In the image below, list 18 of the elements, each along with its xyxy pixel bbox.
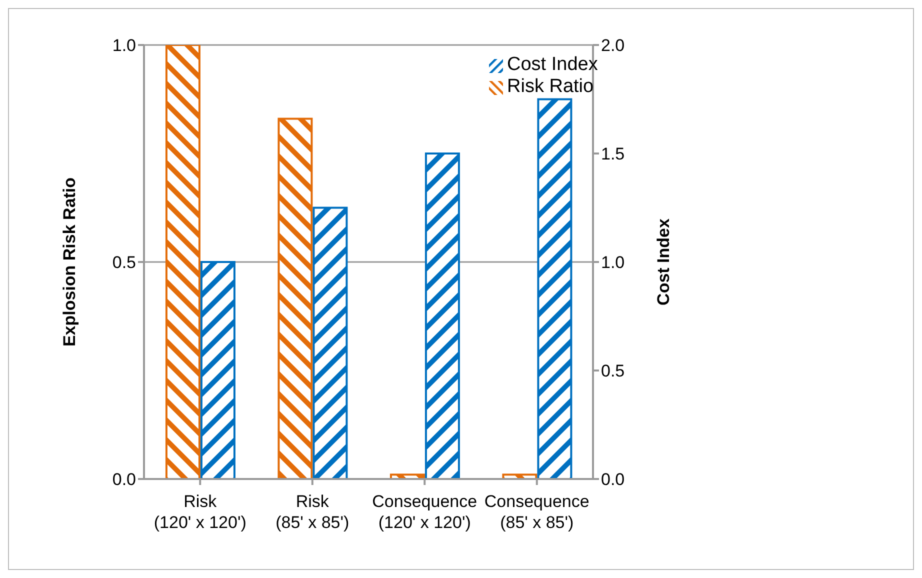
y2-tick-label: 2.0 [601, 36, 625, 56]
y2-tick-label: 1.0 [601, 253, 625, 272]
y2-tick-label: 1.5 [601, 144, 625, 164]
legend-label: Risk Ratio [507, 76, 594, 97]
legend-label: Cost Index [507, 54, 598, 75]
x-tick-label: Risk (85' x 85') [276, 492, 350, 532]
y2-tick-label: 0.5 [601, 362, 625, 381]
x-tick-label: Risk (120' x 120') [154, 492, 246, 532]
y-tick-label: 1.0 [112, 36, 136, 56]
y2-tick-label: 0.0 [601, 470, 625, 490]
y-tick-label: 0.0 [112, 470, 136, 490]
y-axis-title: Explosion Risk Ratio [60, 177, 80, 347]
y2-axis-title: Cost Index [654, 218, 674, 306]
x-tick-label: Consequence (120' x 120') [372, 492, 478, 532]
bar [537, 98, 572, 479]
x-tick-label: Consequence (85' x 85') [484, 492, 590, 532]
y-tick-label: 0.5 [112, 253, 136, 272]
bar [424, 152, 460, 479]
